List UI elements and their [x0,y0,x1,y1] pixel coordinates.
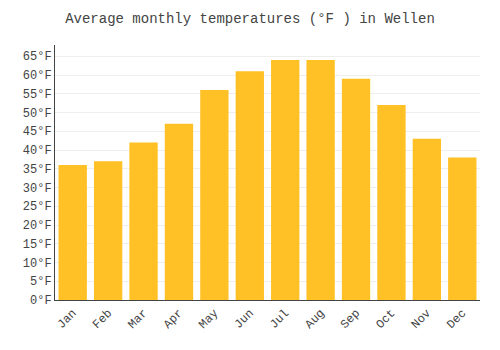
svg-text:Jul: Jul [267,307,292,332]
svg-text:Jun: Jun [232,307,257,332]
svg-text:45°F: 45°F [23,125,52,139]
svg-text:Oct: Oct [373,307,398,332]
svg-text:Jan: Jan [55,307,80,332]
svg-text:50°F: 50°F [23,107,52,121]
svg-text:Nov: Nov [409,307,434,332]
svg-text:30°F: 30°F [23,182,52,196]
svg-text:Mar: Mar [125,307,150,332]
svg-text:Average monthly temperatures (: Average monthly temperatures (°F ) in We… [65,11,435,27]
svg-text:10°F: 10°F [23,257,52,271]
svg-text:May: May [196,307,221,332]
svg-text:15°F: 15°F [23,238,52,252]
svg-text:25°F: 25°F [23,200,52,214]
svg-text:40°F: 40°F [23,144,52,158]
svg-text:Sep: Sep [338,307,363,332]
svg-text:Dec: Dec [444,307,469,332]
svg-text:Apr: Apr [161,307,186,332]
svg-text:55°F: 55°F [23,88,52,102]
svg-text:5°F: 5°F [30,275,52,289]
svg-text:Aug: Aug [303,307,328,332]
svg-text:60°F: 60°F [23,69,52,83]
svg-text:20°F: 20°F [23,219,52,233]
svg-text:35°F: 35°F [23,163,52,177]
svg-text:65°F: 65°F [23,50,52,64]
svg-text:Feb: Feb [90,307,115,332]
svg-text:0°F: 0°F [30,294,52,308]
